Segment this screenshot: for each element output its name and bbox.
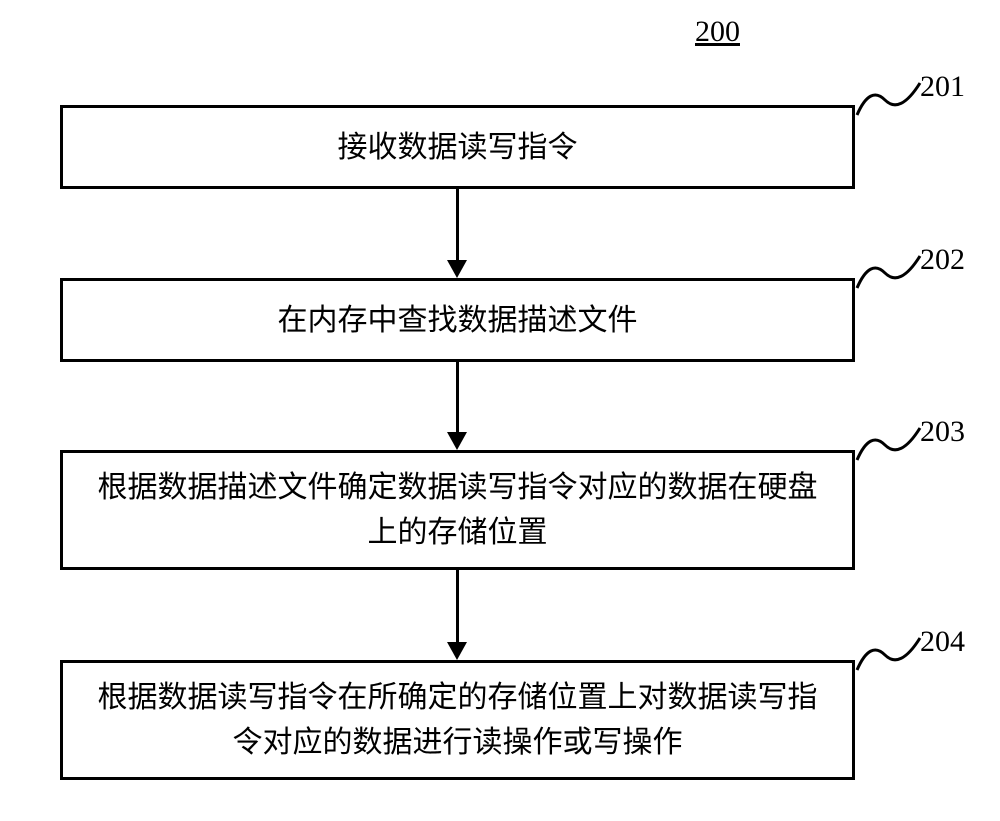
arrow-3-4 xyxy=(456,570,459,642)
step-box-4: 根据数据读写指令在所确定的存储位置上对数据读写指令对应的数据进行读操作或写操作 xyxy=(60,660,855,780)
step-label-3: 203 xyxy=(920,415,965,449)
step-label-4: 204 xyxy=(920,625,965,659)
arrow-2-3 xyxy=(456,362,459,432)
step-label-1: 201 xyxy=(920,70,965,104)
step-box-2: 在内存中查找数据描述文件 xyxy=(60,278,855,362)
arrow-head-3-4 xyxy=(447,642,467,660)
arrow-1-2 xyxy=(456,189,459,260)
diagram-title: 200 xyxy=(695,15,740,49)
step-text-1: 接收数据读写指令 xyxy=(338,125,578,170)
step-label-2: 202 xyxy=(920,243,965,277)
arrow-head-2-3 xyxy=(447,432,467,450)
flowchart-canvas: 200 接收数据读写指令 201 在内存中查找数据描述文件 202 根据数据描述… xyxy=(0,0,1000,821)
ref-curl-3 xyxy=(855,420,925,470)
step-text-2: 在内存中查找数据描述文件 xyxy=(278,298,638,343)
step-box-1: 接收数据读写指令 xyxy=(60,105,855,189)
ref-curl-2 xyxy=(855,248,925,298)
ref-curl-1 xyxy=(855,75,925,125)
arrow-head-1-2 xyxy=(447,260,467,278)
step-box-3: 根据数据描述文件确定数据读写指令对应的数据在硬盘上的存储位置 xyxy=(60,450,855,570)
ref-curl-4 xyxy=(855,630,925,680)
step-text-4: 根据数据读写指令在所确定的存储位置上对数据读写指令对应的数据进行读操作或写操作 xyxy=(83,675,832,765)
step-text-3: 根据数据描述文件确定数据读写指令对应的数据在硬盘上的存储位置 xyxy=(83,465,832,555)
